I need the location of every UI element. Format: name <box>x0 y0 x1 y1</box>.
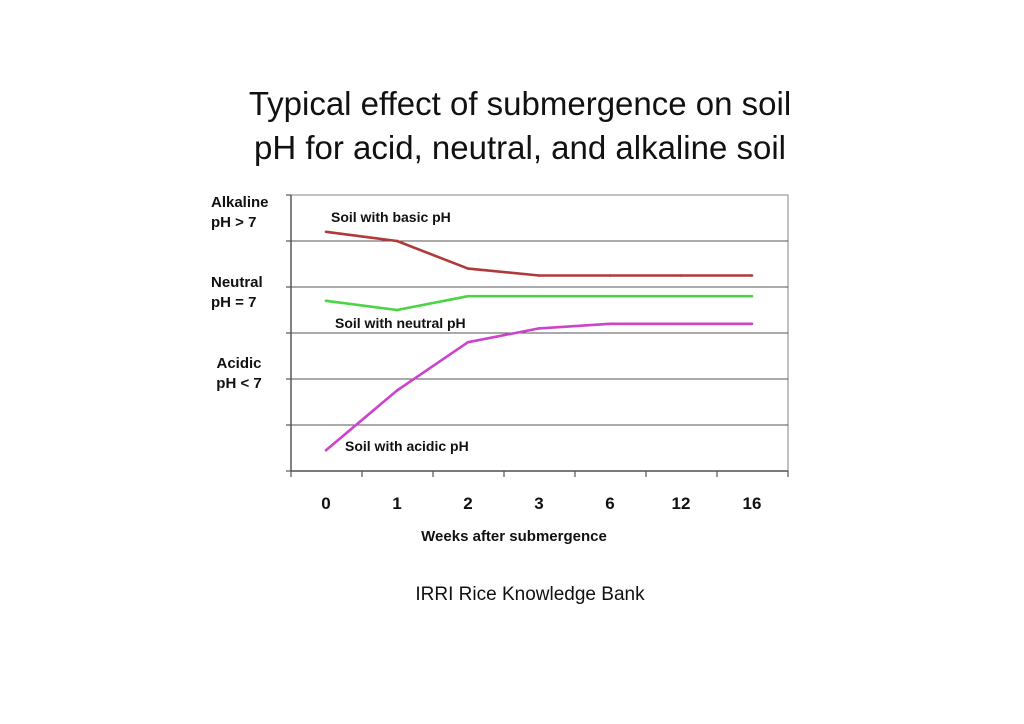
y-label-neutral-line2: pH = 7 <box>211 294 256 311</box>
series-point-basic-3 <box>537 274 541 277</box>
series-label-basic: Soil with basic pH <box>331 209 451 225</box>
series-point-acidic-6 <box>750 322 754 326</box>
series-point-acidic-3 <box>537 327 541 330</box>
x-tick-label-3: 3 <box>534 494 543 513</box>
x-tick-label-16: 16 <box>743 494 762 513</box>
series-point-basic-4 <box>608 274 612 277</box>
series-point-acidic-4 <box>608 322 612 326</box>
series-point-neutral-2 <box>466 294 470 298</box>
series-point-neutral-3 <box>537 294 541 298</box>
series-point-neutral-4 <box>608 294 612 298</box>
series-point-acidic-0 <box>324 449 328 452</box>
series-point-neutral-1 <box>395 308 399 312</box>
x-axis-label: Weeks after submergence <box>421 528 607 545</box>
series-label-neutral: Soil with neutral pH <box>335 315 466 331</box>
y-label-alkaline-line2: pH > 7 <box>211 214 256 231</box>
series-point-acidic-2 <box>466 340 470 344</box>
x-tick-label-12: 12 <box>672 494 691 513</box>
x-tick-label-0: 0 <box>321 494 330 513</box>
x-tick-label-2: 2 <box>463 494 472 513</box>
x-tick-label-6: 6 <box>605 494 614 513</box>
series-point-neutral-0 <box>324 299 328 303</box>
series-point-neutral-5 <box>679 294 683 298</box>
y-label-acidic-line1: Acidic <box>216 355 261 372</box>
series-point-basic-0 <box>324 230 328 234</box>
series-point-neutral-6 <box>750 294 754 298</box>
chart-title-line1: Typical effect of submergence on soil <box>248 85 792 122</box>
series-point-acidic-5 <box>679 322 683 326</box>
series-line-neutral <box>325 294 752 312</box>
series-point-basic-1 <box>395 239 399 243</box>
x-tick-label-1: 1 <box>392 494 401 513</box>
chart-title: Typical effect of submergence on soil pH… <box>180 82 860 170</box>
series-line-basic <box>325 230 752 277</box>
source-credit: IRRI Rice Knowledge Bank <box>415 584 645 605</box>
series-point-basic-5 <box>679 274 683 277</box>
series-point-acidic-1 <box>395 389 399 392</box>
chart-title-line2: pH for acid, neutral, and alkaline soil <box>254 129 786 166</box>
series-label-acidic: Soil with acidic pH <box>345 438 469 454</box>
series-point-basic-6 <box>750 274 754 277</box>
y-label-alkaline-line1: Alkaline <box>211 194 269 211</box>
series-line-acidic <box>325 322 752 452</box>
y-label-acidic-line2: pH < 7 <box>216 375 261 392</box>
series-point-basic-2 <box>466 267 470 270</box>
y-label-neutral-line1: Neutral <box>211 274 263 291</box>
